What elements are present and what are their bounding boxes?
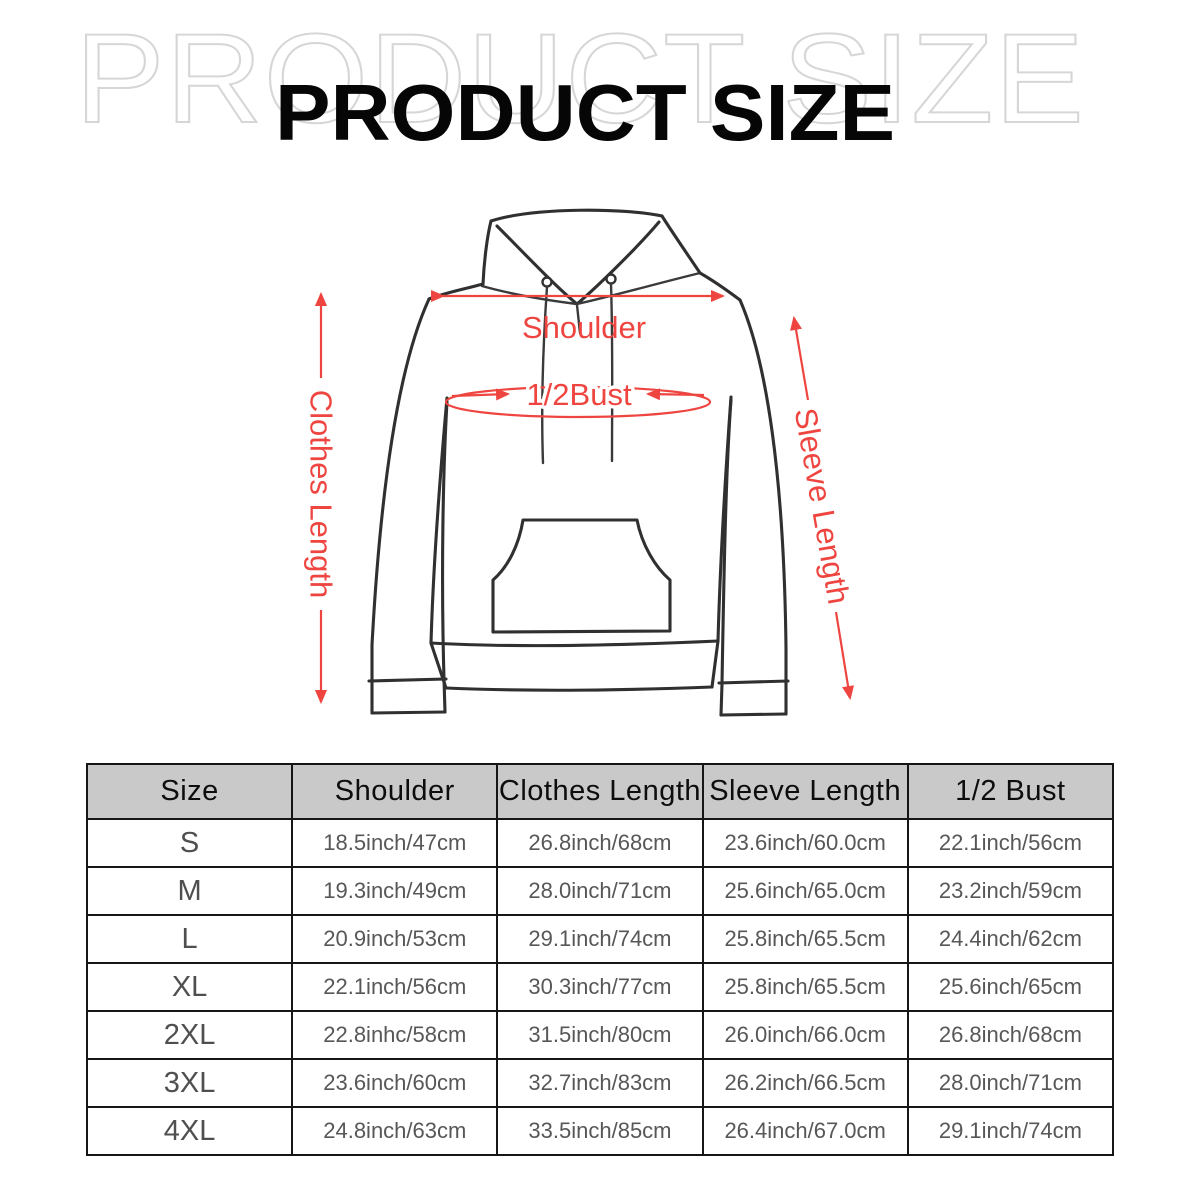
- table-row: 4XL 24.8inch/63cm 33.5inch/85cm 26.4inch…: [85, 1106, 1115, 1156]
- cell-clothes-length: 29.1inch/74cm: [496, 914, 704, 964]
- cell-shoulder: 19.3inch/49cm: [291, 866, 499, 916]
- cell-half-bust: 28.0inch/71cm: [906, 1058, 1115, 1108]
- cell-half-bust: 22.1inch/56cm: [906, 818, 1115, 868]
- cell-size: 2XL: [85, 1010, 294, 1060]
- cell-sleeve-length: 25.6inch/65.0cm: [701, 866, 909, 916]
- size-table-header-row: Size Shoulder Clothes Length Sleeve Leng…: [85, 763, 1115, 820]
- cell-size: 4XL: [85, 1106, 294, 1156]
- col-header-size: Size: [85, 763, 294, 820]
- cell-shoulder: 20.9inch/53cm: [291, 914, 499, 964]
- cell-sleeve-length: 25.8inch/65.5cm: [701, 962, 909, 1012]
- cell-sleeve-length: 26.2inch/66.5cm: [701, 1058, 909, 1108]
- cell-half-bust: 23.2inch/59cm: [906, 866, 1115, 916]
- table-row: M 19.3inch/49cm 28.0inch/71cm 25.6inch/6…: [85, 866, 1115, 916]
- cell-clothes-length: 32.7inch/83cm: [496, 1058, 704, 1108]
- pocket-outline: [491, 518, 672, 634]
- cell-clothes-length: 31.5inch/80cm: [496, 1010, 704, 1060]
- measurement-diagram: Shoulder 1/2Bust Clothes Length Sleeve L…: [304, 208, 857, 717]
- cell-shoulder: 22.1inch/56cm: [291, 962, 499, 1012]
- col-header-half-bust: 1/2 Bust: [906, 763, 1115, 820]
- cell-shoulder: 23.6inch/60cm: [291, 1058, 499, 1108]
- size-table: Size Shoulder Clothes Length Sleeve Leng…: [85, 763, 1115, 1156]
- cell-size: S: [85, 818, 294, 868]
- cell-clothes-length: 28.0inch/71cm: [496, 866, 704, 916]
- bust-ellipse: [444, 385, 712, 419]
- cell-size: XL: [85, 962, 294, 1012]
- col-header-shoulder: Shoulder: [291, 763, 499, 820]
- cell-shoulder: 24.8inch/63cm: [291, 1106, 499, 1156]
- table-row: S 18.5inch/47cm 26.8inch/68cm 23.6inch/6…: [85, 818, 1115, 868]
- cell-sleeve-length: 26.4inch/67.0cm: [701, 1106, 909, 1156]
- col-header-clothes-length: Clothes Length: [496, 763, 704, 820]
- cell-size: L: [85, 914, 294, 964]
- cell-sleeve-length: 25.8inch/65.5cm: [701, 914, 909, 964]
- eyelet-right: [605, 273, 617, 285]
- cell-size: M: [85, 866, 294, 916]
- bust-label: 1/2Bust: [526, 377, 632, 412]
- cell-shoulder: 22.8inhc/58cm: [291, 1010, 499, 1060]
- clothes-length-label: Clothes Length: [304, 390, 339, 599]
- ghost-title: PRODUCT SIZE: [75, 7, 1085, 149]
- measurement-annotations: Shoulder 1/2Bust Clothes Length Sleeve L…: [304, 289, 857, 705]
- cell-clothes-length: 33.5inch/85cm: [496, 1106, 704, 1156]
- cell-clothes-length: 30.3inch/77cm: [496, 962, 704, 1012]
- cell-clothes-length: 26.8inch/68cm: [496, 818, 704, 868]
- page-title: PRODUCT SIZE: [275, 68, 895, 157]
- sleeve-length-arrow-up: [790, 315, 810, 401]
- cell-size: 3XL: [85, 1058, 294, 1108]
- size-table-section: Size Shoulder Clothes Length Sleeve Leng…: [0, 763, 1200, 1156]
- cell-half-bust: 25.6inch/65cm: [906, 962, 1115, 1012]
- bust-arrow-right: [645, 388, 705, 401]
- table-row: 3XL 23.6inch/60cm 32.7inch/83cm 26.2inch…: [85, 1058, 1115, 1108]
- table-row: 2XL 22.8inhc/58cm 31.5inch/80cm 26.0inch…: [85, 1010, 1115, 1060]
- hoodie-drawing: [367, 208, 790, 717]
- shoulder-label: Shoulder: [522, 310, 646, 345]
- cell-half-bust: 26.8inch/68cm: [906, 1010, 1115, 1060]
- page-header: PRODUCT SIZE PRODUCT SIZE: [74, 6, 1085, 157]
- cell-sleeve-length: 26.0inch/66.0cm: [701, 1010, 909, 1060]
- sleeve-length-label: Sleeve Length: [788, 405, 857, 606]
- col-header-sleeve-length: Sleeve Length: [701, 763, 909, 820]
- table-row: XL 22.1inch/56cm 30.3inch/77cm 25.8inch/…: [85, 962, 1115, 1012]
- eyelet-left: [541, 276, 553, 288]
- bust-arrow-left: [451, 388, 511, 401]
- cell-sleeve-length: 23.6inch/60.0cm: [701, 818, 909, 868]
- cell-shoulder: 18.5inch/47cm: [291, 818, 499, 868]
- table-row: L 20.9inch/53cm 29.1inch/74cm 25.8inch/6…: [85, 914, 1115, 964]
- cell-half-bust: 29.1inch/74cm: [906, 1106, 1115, 1156]
- cell-half-bust: 24.4inch/62cm: [906, 914, 1115, 964]
- sleeve-length-arrow-down: [834, 611, 855, 701]
